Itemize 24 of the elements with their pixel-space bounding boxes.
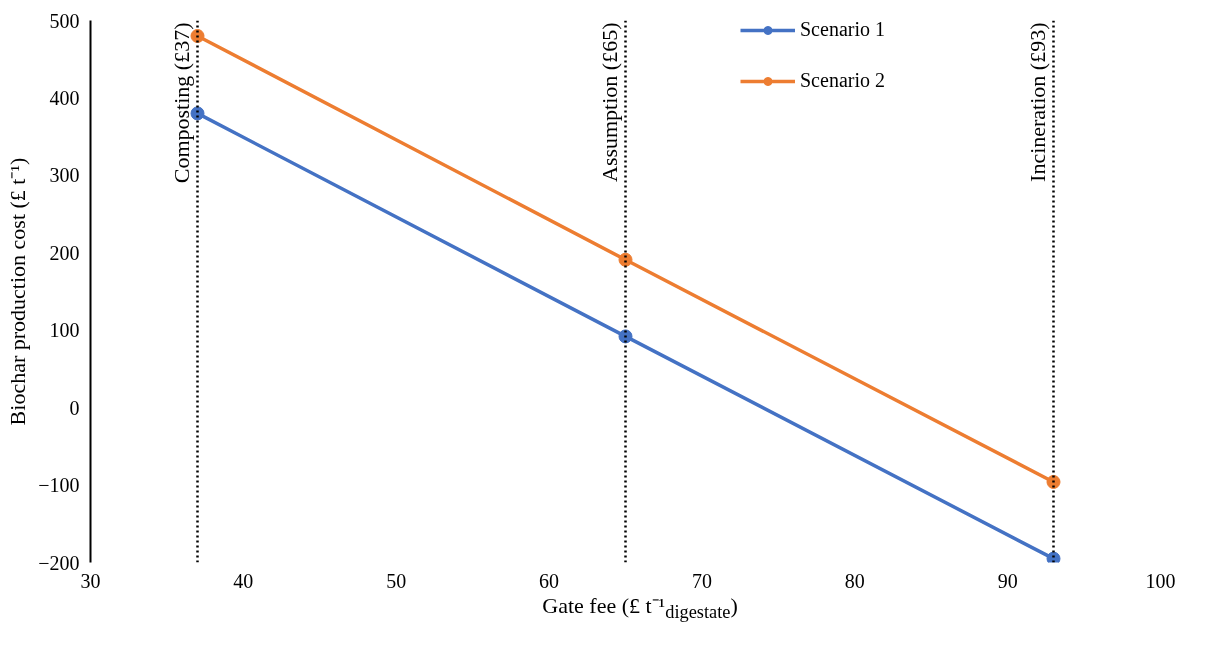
y-axis-title: Biochar production cost (£ t⁻¹) — [5, 157, 31, 426]
y-tick-label: 100 — [49, 319, 80, 342]
x-axis-title: Gate fee (£ t⁻¹$_{digestate}$) — [541, 592, 739, 625]
y-tick-label: 300 — [49, 164, 80, 187]
x-tick-label: 100 — [1145, 569, 1176, 592]
y-tick-label: 200 — [49, 241, 80, 264]
y-tick-label: 500 — [49, 9, 80, 32]
legend-label: Scenario 2 — [800, 69, 885, 92]
x-tick-label: 80 — [844, 569, 865, 592]
legend-label: Scenario 1 — [800, 19, 885, 41]
point — [618, 252, 633, 267]
y-tick-label: −100 — [38, 474, 80, 497]
x-tick-label: 60 — [539, 569, 560, 592]
y-tick-label: −200 — [38, 551, 80, 574]
x-tick-label: 40 — [233, 569, 254, 592]
x-tick-label: 30 — [80, 569, 101, 592]
x-tick-label: 70 — [691, 569, 712, 592]
x-tick-label: 90 — [997, 569, 1018, 592]
ref-line-label: Assumption (£65) — [596, 22, 622, 182]
ref-line-label: Composting (£37) — [168, 22, 194, 184]
x-tick-label: 50 — [386, 569, 407, 592]
ref-line-label: Incineration (£93) — [1024, 22, 1050, 182]
y-tick-label: 0 — [69, 396, 80, 419]
y-tick-label: 400 — [49, 86, 80, 109]
